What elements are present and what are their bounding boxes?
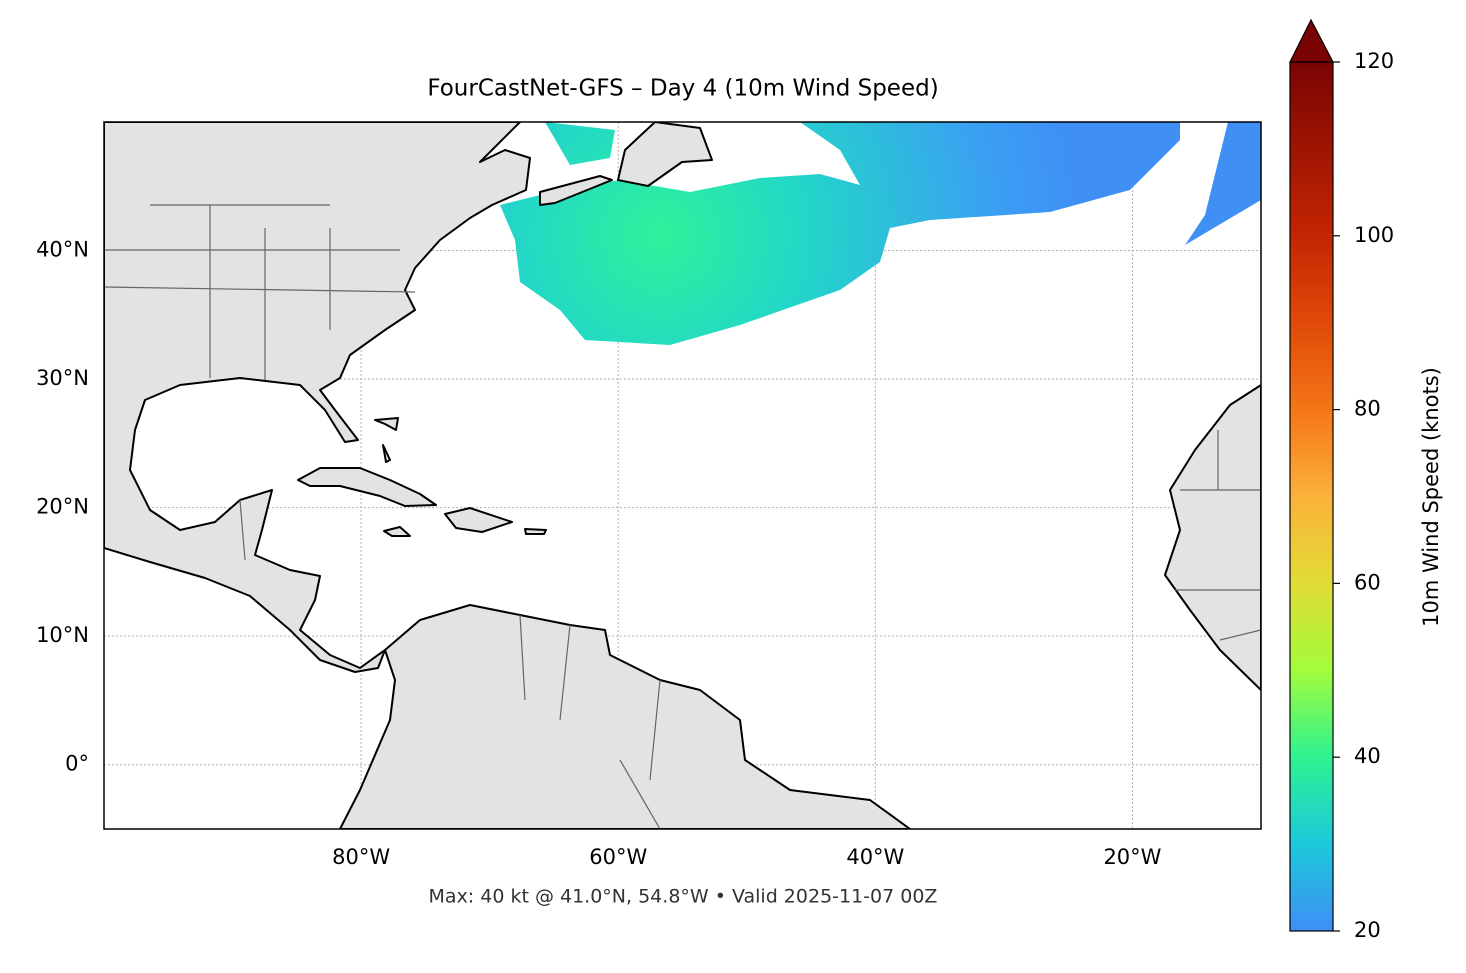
- y-tick-label: 30°N: [36, 366, 89, 390]
- bahamas: [374, 417, 399, 463]
- newfoundland: [617, 122, 713, 187]
- colorbar-tick-label: 20: [1354, 918, 1381, 942]
- y-tick-label: 40°N: [36, 238, 89, 262]
- nova-scotia: [539, 175, 613, 206]
- wind-area: [545, 122, 615, 165]
- jamaica: [383, 526, 411, 537]
- colorbar-tick-label: 120: [1354, 49, 1394, 73]
- wind-area: [1185, 122, 1261, 245]
- map-area: [104, 122, 1261, 829]
- y-tick-label: 20°N: [36, 495, 89, 519]
- wind-area: [500, 122, 1180, 345]
- puerto-rico: [524, 528, 547, 535]
- wind-field: [166, 122, 1261, 567]
- x-tick-label: 20°W: [1103, 845, 1161, 869]
- colorbar-label: 10m Wind Speed (knots): [1419, 367, 1443, 627]
- colorbar-extend: [1289, 18, 1334, 63]
- borders: [104, 204, 1261, 829]
- africa: [1164, 384, 1261, 691]
- border: [104, 204, 1261, 829]
- y-tick-label: 0°: [65, 752, 89, 776]
- cuba: [297, 467, 437, 507]
- subtitle: Max: 40 kt @ 41.0°N, 54.8°W • Valid 2025…: [429, 886, 938, 908]
- colorbar-tick-label: 80: [1354, 397, 1381, 421]
- hispaniola: [444, 507, 513, 533]
- colorbar-gradient: [1289, 61, 1334, 932]
- colorbar-tick-label: 100: [1354, 223, 1394, 247]
- x-tick-label: 40°W: [846, 845, 904, 869]
- x-tick-label: 80°W: [332, 845, 390, 869]
- y-tick-label: 10°N: [36, 623, 89, 647]
- south-america: [339, 604, 911, 829]
- x-tick-label: 60°W: [589, 845, 647, 869]
- colorbar-tick-label: 60: [1354, 570, 1381, 594]
- colorbar: 10m Wind Speed (knots): [1289, 18, 1443, 932]
- colorbar-tick-label: 40: [1354, 744, 1381, 768]
- chart-title: FourCastNet-GFS – Day 4 (10m Wind Speed): [427, 76, 938, 102]
- plot-frame: [103, 121, 1262, 830]
